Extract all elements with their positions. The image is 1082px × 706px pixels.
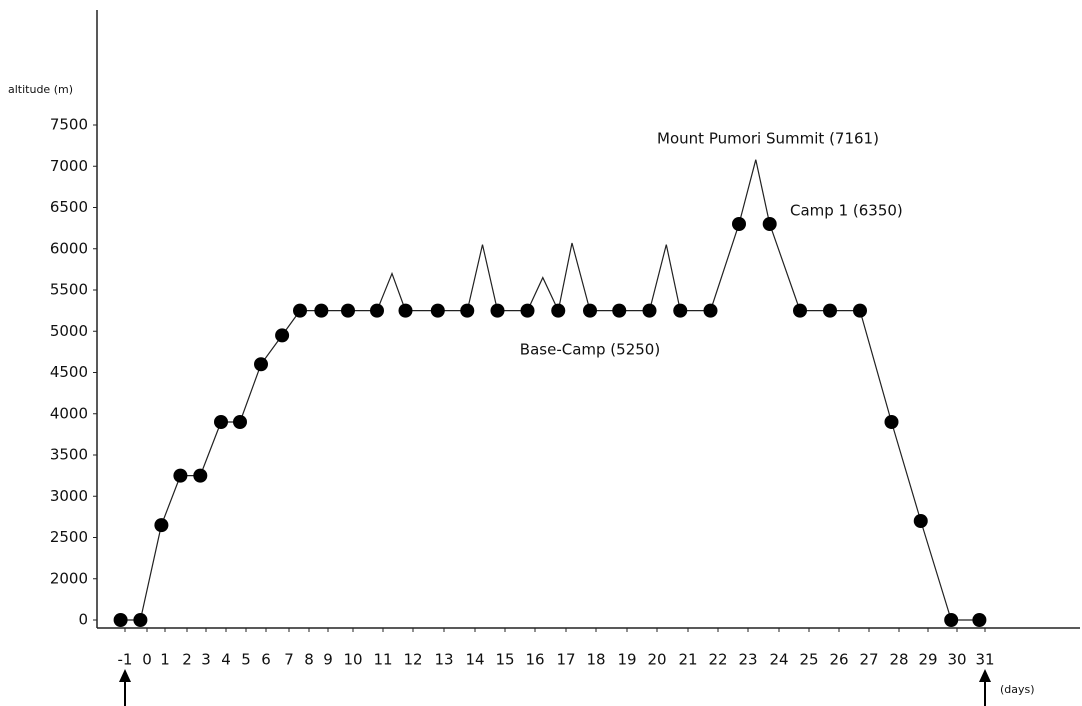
marker	[254, 357, 268, 372]
y-tick-label: 7000	[50, 157, 88, 175]
annotation: Camp 1 (6350)	[790, 202, 903, 220]
y-tick-label: 2000	[50, 569, 88, 587]
marker	[430, 303, 445, 318]
x-tick-label: 5	[241, 651, 251, 669]
x-tick-label: 6	[261, 651, 271, 669]
marker	[314, 303, 329, 318]
marker	[762, 217, 777, 231]
x-tick-label: 18	[586, 651, 605, 669]
y-tick-label: 4000	[50, 404, 88, 422]
x-tick-label: 27	[859, 651, 878, 669]
marker	[944, 613, 959, 627]
line	[120, 159, 980, 621]
x-tick-label: 31	[975, 651, 994, 669]
marker	[823, 303, 837, 318]
x-axis-label: (days)	[1000, 683, 1035, 696]
y-tick-label: 7500	[50, 116, 88, 134]
y-tick-label: 3500	[50, 446, 88, 464]
marker	[520, 303, 535, 318]
x-tick-label: 24	[769, 651, 788, 669]
x-tick-label: 20	[647, 651, 666, 669]
x-tick-label: 2	[182, 651, 192, 669]
y-tick-label: 0	[78, 611, 88, 629]
marker	[673, 303, 688, 318]
marker	[370, 303, 384, 318]
x-tick-label: 13	[434, 651, 453, 669]
y-axis-label: altitude (m)	[8, 83, 73, 96]
x-tick-label: 16	[525, 651, 544, 669]
marker	[583, 303, 597, 318]
marker	[133, 613, 148, 627]
y-tick-label: 5000	[50, 322, 88, 340]
x-tick-label: 15	[495, 651, 514, 669]
arrow	[979, 669, 991, 706]
arrow	[119, 669, 131, 706]
y-tick-label: 6000	[50, 239, 88, 257]
x-tick-label: 8	[304, 651, 314, 669]
marker	[173, 468, 188, 483]
x-tick-label: 14	[465, 651, 484, 669]
x-tick-label: 10	[343, 651, 362, 669]
annotation: Base-Camp (5250)	[520, 341, 660, 359]
x-tick-label: 17	[556, 651, 575, 669]
marker	[233, 415, 247, 429]
marker	[398, 303, 413, 318]
marker	[460, 303, 475, 318]
y-tick-label: 5500	[50, 281, 88, 299]
x-tick-label: 21	[678, 651, 697, 669]
marker	[490, 303, 505, 318]
marker	[293, 303, 307, 318]
y-tick-label: 6500	[50, 198, 88, 216]
y-tick-label: 2500	[50, 528, 88, 546]
x-tick-label: 30	[947, 651, 966, 669]
x-tick-label: 1	[160, 651, 170, 669]
x-tick-label: 28	[889, 651, 908, 669]
marker	[703, 303, 718, 318]
x-tick-label: 7	[284, 651, 294, 669]
marker	[642, 303, 657, 318]
marker	[214, 415, 228, 429]
marker	[612, 303, 627, 318]
marker	[793, 303, 807, 318]
x-tick-label: 11	[373, 651, 392, 669]
x-tick-label: 26	[829, 651, 848, 669]
x-tick-label: 25	[799, 651, 818, 669]
x-tick-label: 22	[708, 651, 727, 669]
x-tick-label: 19	[617, 651, 636, 669]
marker	[275, 328, 290, 343]
annotation: Mount Pumori Summit (7161)	[657, 130, 879, 148]
marker	[913, 514, 928, 528]
y-tick-label: 3000	[50, 487, 88, 505]
x-tick-label: 9	[323, 651, 333, 669]
y-tick-label: 4500	[50, 363, 88, 381]
marker	[884, 415, 899, 429]
x-tick-label: -1	[118, 651, 133, 669]
marker	[341, 303, 355, 318]
marker	[853, 303, 867, 318]
x-tick-label: 12	[403, 651, 422, 669]
marker	[113, 613, 128, 627]
marker	[972, 613, 987, 627]
marker	[732, 217, 746, 231]
x-tick-label: 23	[738, 651, 757, 669]
marker	[551, 303, 566, 318]
x-tick-label: 29	[918, 651, 937, 669]
x-tick-label: 4	[221, 651, 231, 669]
marker	[193, 468, 208, 483]
x-tick-label: 3	[201, 651, 211, 669]
x-tick-label: 0	[142, 651, 152, 669]
marker	[154, 518, 169, 533]
